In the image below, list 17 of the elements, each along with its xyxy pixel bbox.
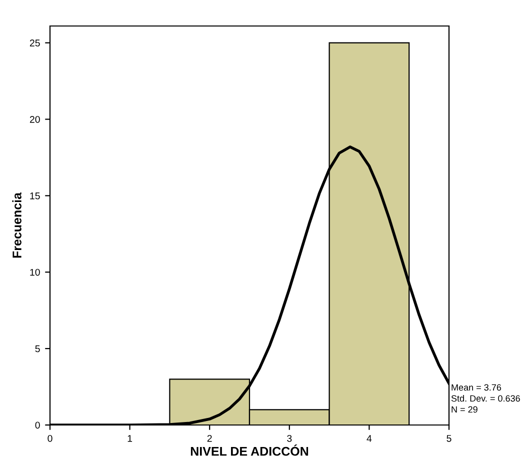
y-tick-label: 10 — [30, 268, 40, 276]
x-tick-label: 1 — [128, 435, 132, 442]
y-tick-label: 15 — [30, 192, 40, 200]
x-tick-label: 4 — [366, 435, 372, 442]
y-tick-label: 20 — [30, 116, 40, 123]
text: N = 29 — [452, 406, 478, 413]
y-tick-label: 25 — [30, 40, 40, 46]
y-axis-title: Frecuencia — [12, 192, 22, 258]
x-tick-label: 5 — [446, 435, 452, 442]
x-tick-label: 2 — [207, 434, 212, 442]
x-axis-title: NIVEL DE ADICCÓN — [190, 444, 308, 456]
y-tick-label: 5 — [35, 345, 40, 352]
y-tick-label: 0 — [35, 422, 40, 429]
text: Std. Dev. = 0.636 — [451, 395, 520, 402]
text: Mean = 3.76 — [452, 384, 502, 391]
x-tick-label: 0 — [48, 434, 52, 442]
x-tick-label: 3 — [287, 434, 292, 442]
